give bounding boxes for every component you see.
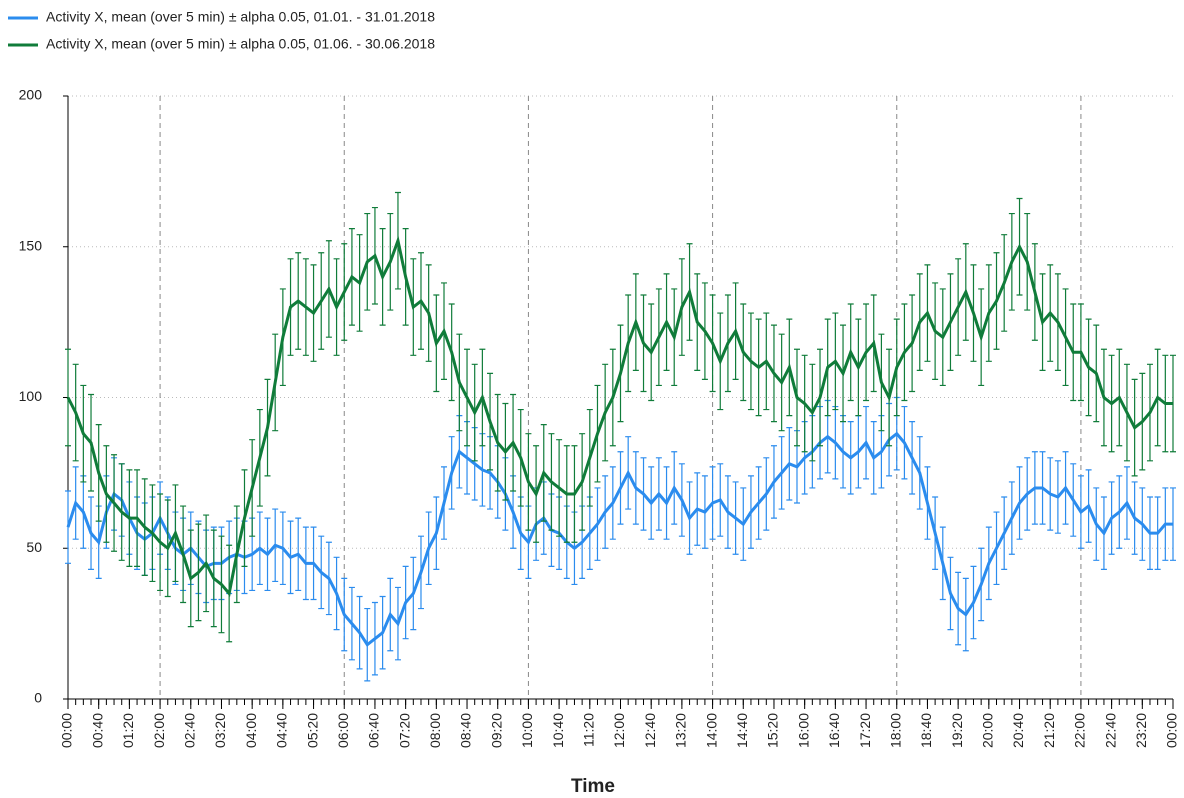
x-tick-label: 23:20	[1133, 713, 1149, 748]
x-tick-label: 07:20	[396, 713, 412, 748]
x-tick-label: 10:00	[519, 713, 535, 748]
x-tick-label: 08:40	[458, 713, 474, 748]
x-axis-label: Time	[571, 776, 615, 797]
x-tick-label: 04:00	[243, 713, 259, 748]
x-tick-label: 20:40	[1010, 713, 1026, 748]
x-tick-label: 05:20	[304, 713, 320, 748]
x-tick-label: 09:20	[488, 713, 504, 748]
y-tick-label: 50	[26, 539, 42, 555]
y-tick-label: 0	[34, 690, 42, 706]
x-tick-label: 16:00	[795, 713, 811, 748]
x-tick-label: 18:00	[887, 713, 903, 748]
x-tick-label: 11:20	[581, 713, 597, 747]
x-tick-label: 18:40	[918, 713, 934, 748]
y-tick-label: 200	[19, 87, 43, 103]
y-tick-label: 100	[19, 388, 43, 404]
mean-line	[66, 235, 1173, 597]
x-tick-label: 22:40	[1102, 713, 1118, 748]
x-tick-label: 01:20	[120, 713, 136, 748]
x-tick-label: 00:40	[89, 713, 105, 748]
x-tick-label: 16:40	[826, 713, 842, 748]
x-tick-label: 02:40	[181, 713, 197, 748]
x-tick-label: 14:00	[703, 713, 719, 748]
x-tick-label: 00:00	[1164, 713, 1180, 748]
x-tick-label: 06:00	[335, 713, 351, 748]
x-tick-label: 20:00	[980, 713, 996, 748]
x-tick-label: 19:20	[949, 713, 965, 748]
mean-line	[66, 431, 1173, 647]
x-tick-label: 04:40	[274, 713, 290, 748]
x-tick-label: 06:40	[366, 713, 382, 748]
x-tick-label: 12:40	[642, 713, 658, 748]
y-tick-label: 150	[19, 237, 43, 253]
x-tick-label: 10:40	[550, 713, 566, 748]
x-tick-label: 13:20	[673, 713, 689, 748]
x-tick-label: 12:00	[611, 713, 627, 748]
x-tick-label: 15:20	[765, 713, 781, 748]
x-tick-label: 02:00	[151, 713, 167, 748]
x-tick-label: 21:20	[1041, 713, 1057, 748]
legend-label: Activity X, mean (over 5 min) ± alpha 0.…	[46, 9, 435, 25]
x-tick-label: 08:00	[427, 713, 443, 748]
x-tick-label: 22:00	[1072, 713, 1088, 748]
x-tick-label: 17:20	[857, 713, 873, 748]
x-tick-label: 00:00	[59, 713, 75, 748]
x-tick-label: 03:20	[212, 713, 228, 748]
legend-label: Activity X, mean (over 5 min) ± alpha 0.…	[46, 36, 435, 52]
x-tick-label: 14:40	[734, 713, 750, 748]
